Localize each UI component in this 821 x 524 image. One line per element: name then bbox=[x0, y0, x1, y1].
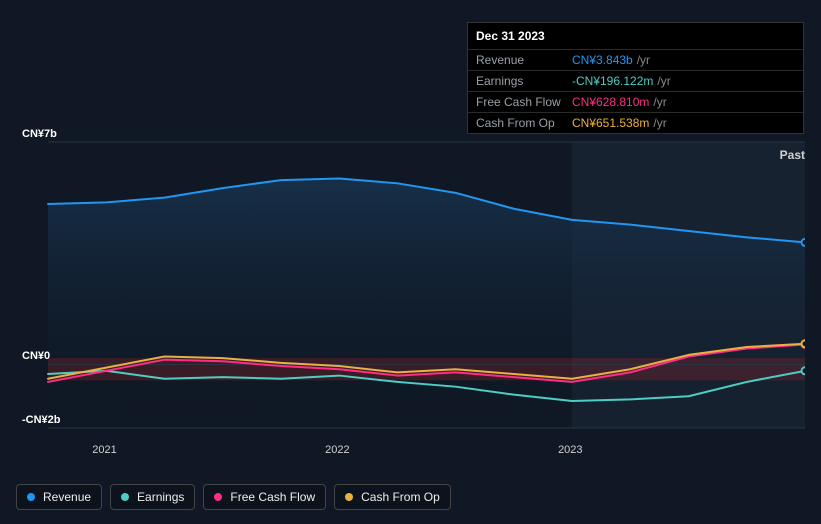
x-tick-label: 2021 bbox=[92, 444, 116, 456]
tooltip-unit: /yr bbox=[653, 95, 666, 109]
tooltip-value: CN¥628.810m bbox=[572, 95, 649, 109]
past-label: Past bbox=[780, 148, 805, 162]
legend-item-cfo[interactable]: Cash From Op bbox=[334, 484, 451, 510]
legend-label: Free Cash Flow bbox=[230, 490, 315, 504]
tooltip-label: Revenue bbox=[476, 53, 572, 67]
chart-area: CN¥7bCN¥0-CN¥2b202120222023Past bbox=[16, 120, 805, 450]
tooltip-label: Earnings bbox=[476, 74, 572, 88]
legend-label: Cash From Op bbox=[361, 490, 440, 504]
x-tick-label: 2023 bbox=[558, 444, 582, 456]
legend-dot-icon bbox=[345, 493, 353, 501]
tooltip-unit: /yr bbox=[657, 74, 670, 88]
y-tick-label: CN¥7b bbox=[22, 128, 57, 140]
chart-container: Dec 31 2023 Revenue CN¥3.843b /yr Earnin… bbox=[0, 0, 821, 524]
tooltip-row-fcf: Free Cash Flow CN¥628.810m /yr bbox=[468, 91, 803, 112]
legend-dot-icon bbox=[121, 493, 129, 501]
tooltip-label: Free Cash Flow bbox=[476, 95, 572, 109]
legend-item-revenue[interactable]: Revenue bbox=[16, 484, 102, 510]
legend-dot-icon bbox=[27, 493, 35, 501]
y-tick-label: CN¥0 bbox=[22, 350, 50, 362]
legend-label: Revenue bbox=[43, 490, 91, 504]
legend-item-fcf[interactable]: Free Cash Flow bbox=[203, 484, 326, 510]
tooltip-date: Dec 31 2023 bbox=[468, 23, 803, 49]
tooltip-row-revenue: Revenue CN¥3.843b /yr bbox=[468, 49, 803, 70]
chart-svg bbox=[16, 120, 805, 440]
tooltip-value: CN¥3.843b bbox=[572, 53, 633, 67]
legend: Revenue Earnings Free Cash Flow Cash Fro… bbox=[16, 484, 451, 510]
hover-tooltip: Dec 31 2023 Revenue CN¥3.843b /yr Earnin… bbox=[467, 22, 804, 134]
legend-label: Earnings bbox=[137, 490, 184, 504]
y-tick-label: -CN¥2b bbox=[22, 414, 61, 426]
tooltip-row-earnings: Earnings -CN¥196.122m /yr bbox=[468, 70, 803, 91]
tooltip-value: -CN¥196.122m bbox=[572, 74, 653, 88]
legend-dot-icon bbox=[214, 493, 222, 501]
tooltip-unit: /yr bbox=[637, 53, 650, 67]
legend-item-earnings[interactable]: Earnings bbox=[110, 484, 195, 510]
x-tick-label: 2022 bbox=[325, 444, 349, 456]
